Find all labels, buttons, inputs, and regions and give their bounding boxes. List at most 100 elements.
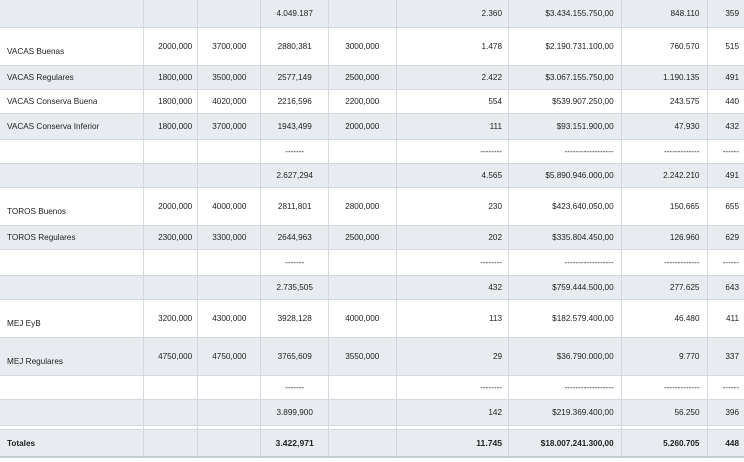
cell-col-h: 411 <box>707 300 744 338</box>
cell-col-e: 29 <box>396 338 510 376</box>
cell-col-f: ------------------ <box>509 250 622 276</box>
cell-col-f: $3.434.155.750,00 <box>509 0 622 28</box>
cell-col-f: $5.890.946.000,00 <box>509 164 622 188</box>
cell-col-h: 491 <box>707 164 744 188</box>
cell-col-d <box>328 0 397 28</box>
cell-col-b: 3700,000 <box>198 28 262 66</box>
cell-col-d <box>328 426 397 430</box>
cell-col-e: 111 <box>396 114 510 140</box>
cell-col-h: 359 <box>707 0 744 28</box>
cell-col-b: 3700,000 <box>198 114 262 140</box>
table-row: 3.899,900 142 $219.369.400,00 56.250 396 <box>0 400 744 426</box>
cell-col-a <box>143 0 199 28</box>
cell-col-h: 629 <box>707 226 744 250</box>
cell-col-g: 126.960 <box>621 226 708 250</box>
cell-col-e <box>396 426 510 430</box>
table-row: 2.735,505 432 $759.444.500,00 277.625 643 <box>0 276 744 300</box>
cell-col-b <box>198 0 262 28</box>
cell-col-e: 1.478 <box>396 28 510 66</box>
cell-col-c: 3765,609 <box>261 338 329 376</box>
cell-col-d: 2200,000 <box>328 90 397 114</box>
cell-col-e: -------- <box>396 140 510 164</box>
cell-col-f: $759.444.500,00 <box>509 276 622 300</box>
cell-col-h: 440 <box>707 90 744 114</box>
cell-col-c: 2.627,294 <box>261 164 329 188</box>
row-label: MEJ Regulares <box>0 338 144 376</box>
cell-col-d: 3550,000 <box>328 338 397 376</box>
row-label: TOROS Regulares <box>0 226 144 250</box>
cell-col-d: 2500,000 <box>328 66 397 90</box>
cell-col-a: 1800,000 <box>143 114 199 140</box>
cell-col-f <box>509 426 622 430</box>
cell-col-g: ------------- <box>621 250 708 276</box>
table-row: VACAS Conserva Buena 1800,000 4020,000 2216… <box>0 90 744 114</box>
cell-col-f: ------------------ <box>509 140 622 164</box>
cell-col-c: 2.735,505 <box>261 276 329 300</box>
cell-col-e: 554 <box>396 90 510 114</box>
cell-col-d <box>328 250 397 276</box>
row-label: VACAS Conserva Buena <box>0 90 144 114</box>
cell-col-c: 2811,801 <box>261 188 329 226</box>
cell-col-e: 432 <box>396 276 510 300</box>
cell-col-h: ------ <box>707 376 744 400</box>
cell-col-f: $219.369.400,00 <box>509 400 622 426</box>
cell-col-d <box>328 164 397 188</box>
cell-col-f: $18.007.241.300,00 <box>509 430 622 458</box>
cell-col-f: $423.640.050,00 <box>509 188 622 226</box>
cell-col-d: 2800,000 <box>328 188 397 226</box>
cell-col-g: 2.242.210 <box>621 164 708 188</box>
cell-col-c: ------- <box>261 250 329 276</box>
cell-col-g: 1.190.135 <box>621 66 708 90</box>
cell-col-f: $335.804.450,00 <box>509 226 622 250</box>
cell-col-b <box>198 430 262 458</box>
table-row: 4.049.187 2.360 $3.434.155.750,00 848.110 35… <box>0 0 744 28</box>
row-label: MEJ EyB <box>0 300 144 338</box>
cell-col-d: 4000,000 <box>328 300 397 338</box>
cell-col-d <box>328 430 397 458</box>
cell-col-g: 243.575 <box>621 90 708 114</box>
cell-col-b: 4000,000 <box>198 188 262 226</box>
cell-col-b <box>198 376 262 400</box>
cell-col-h: ------ <box>707 140 744 164</box>
cell-col-c: 2216,596 <box>261 90 329 114</box>
row-label: VACAS Regulares <box>0 66 144 90</box>
cell-col-a <box>143 276 199 300</box>
cell-col-a: 2000,000 <box>143 188 199 226</box>
cell-col-f: $2.190.731.100,00 <box>509 28 622 66</box>
cell-col-c: ------- <box>261 140 329 164</box>
row-label <box>0 400 144 426</box>
totals-label: Totales <box>0 430 144 458</box>
cell-col-a: 3200,000 <box>143 300 199 338</box>
cell-col-a: 4750,000 <box>143 338 199 376</box>
table-row: MEJ EyB 3200,000 4300,000 3928,128 4000,000 1… <box>0 300 744 338</box>
cell-col-d <box>328 140 397 164</box>
cell-col-b: 3300,000 <box>198 226 262 250</box>
cell-col-f: $93.151.900,00 <box>509 114 622 140</box>
cell-col-c: 2644,963 <box>261 226 329 250</box>
cell-col-a <box>143 400 199 426</box>
cell-col-f: $3.067.155.750,00 <box>509 66 622 90</box>
cell-col-h: 515 <box>707 28 744 66</box>
cell-col-a <box>143 426 199 430</box>
cell-col-e: -------- <box>396 250 510 276</box>
cell-col-b: 4750,000 <box>198 338 262 376</box>
cell-col-h: ------ <box>707 250 744 276</box>
cell-col-g: 848.110 <box>621 0 708 28</box>
row-label <box>0 0 144 28</box>
cell-col-c: 3.422,971 <box>261 430 329 458</box>
row-label <box>0 164 144 188</box>
row-label: VACAS Conserva Inferior <box>0 114 144 140</box>
cell-col-b <box>198 140 262 164</box>
row-label: VACAS Buenas <box>0 28 144 66</box>
cell-col-f: $539.907.250,00 <box>509 90 622 114</box>
cell-col-b: 4300,000 <box>198 300 262 338</box>
cell-col-a: 1800,000 <box>143 66 199 90</box>
cell-col-c: 1943,499 <box>261 114 329 140</box>
cell-col-b: 4020,000 <box>198 90 262 114</box>
cell-col-c: ------- <box>261 376 329 400</box>
table-row: VACAS Buenas 2000,000 3700,000 2880,381 3000… <box>0 28 744 66</box>
cell-col-h: 396 <box>707 400 744 426</box>
table-row: VACAS Regulares 1800,000 3500,000 2577,149 2… <box>0 66 744 90</box>
cell-col-g: ------------- <box>621 140 708 164</box>
